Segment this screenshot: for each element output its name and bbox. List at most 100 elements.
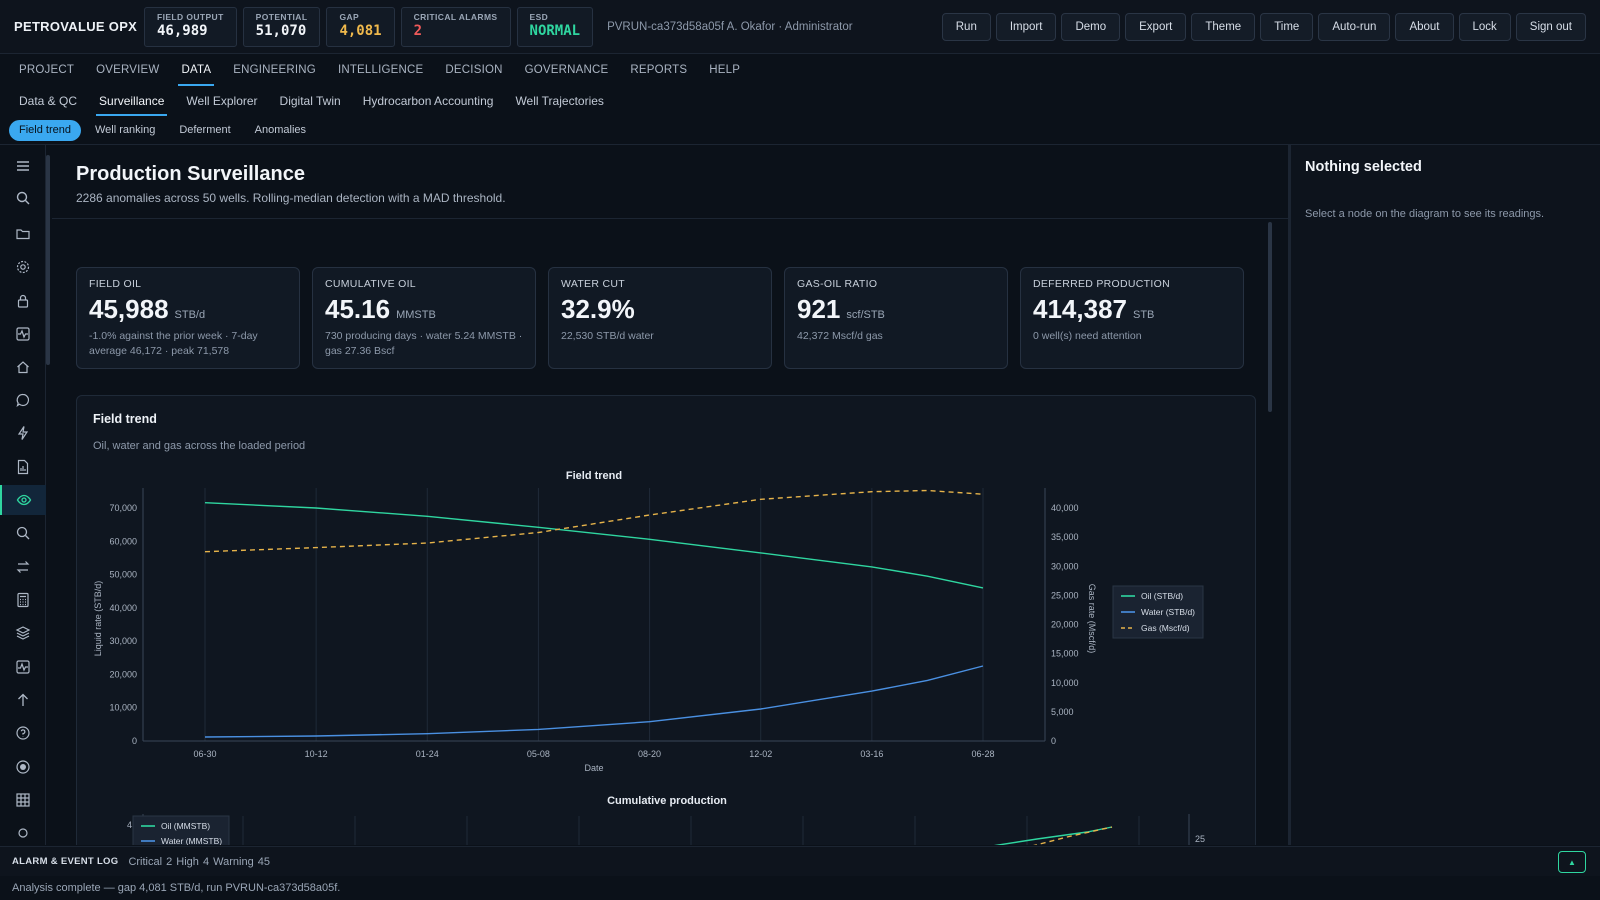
sidebar-folder-icon[interactable] [0, 219, 46, 249]
calculator-icon [17, 592, 29, 608]
kpi-value: 414,387 [1033, 294, 1127, 324]
tab-digital-twin[interactable]: Digital Twin [279, 94, 341, 108]
tab-project[interactable]: PROJECT [19, 64, 75, 76]
kpi-card-field-oil[interactable]: FIELD OIL 45,988 STB/d -1.0% against the pr… [76, 267, 300, 370]
tab-reports[interactable]: REPORTS [630, 64, 688, 76]
kpi-value: 45,988 [89, 294, 169, 324]
sidebar-help-icon[interactable] [0, 718, 46, 748]
header-kpi-esd: ESD NORMAL [516, 6, 594, 47]
content-scrollbar[interactable] [1268, 222, 1272, 412]
sidebar-gear-icon[interactable] [0, 252, 46, 282]
tab-overview[interactable]: OVERVIEW [96, 64, 160, 76]
kpi-card-deferred-production[interactable]: DEFERRED PRODUCTION 414,387 STB 0 well(s) n… [1020, 267, 1244, 370]
pill-field-trend[interactable]: Field trend [9, 120, 81, 141]
tab-intelligence[interactable]: INTELLIGENCE [337, 64, 424, 76]
sidebar-menu-icon[interactable] [0, 151, 46, 181]
kpi-value: 45.16 [325, 294, 391, 324]
y2-tick-label: 35,000 [1051, 532, 1079, 542]
time-button[interactable]: Time [1260, 13, 1314, 41]
theme-button[interactable]: Theme [1191, 13, 1256, 41]
x-axis-label: Date [584, 763, 603, 773]
x-tick-label: 01-24 [416, 749, 439, 759]
page-subtitle: 2286 anomalies across 50 wells. Rolling-… [76, 191, 506, 205]
sidebar-arrow-up-icon[interactable] [0, 685, 46, 715]
y-tick-label: 40,000 [109, 603, 137, 613]
header-kpi-value: 2 [413, 22, 423, 39]
sidebar-home-icon[interactable] [0, 352, 46, 382]
y2-tick-label: 5,000 [1051, 707, 1074, 717]
pill-nav: Field trend Well ranking Deferment Anomalie… [0, 117, 1600, 145]
right-panel: Nothing selected Select a node on the di… [1288, 145, 1600, 845]
sidebar-calculator-icon[interactable] [0, 585, 46, 615]
kpi-note: 42,372 Mscf/d gas [797, 330, 883, 342]
tab-surveillance[interactable]: Surveillance [88, 86, 175, 116]
sidebar-grid-icon[interactable] [0, 785, 46, 815]
brand-logo: PETROVALUE OPX [14, 19, 138, 34]
kpi-note: 0 well(s) need attention [1033, 330, 1142, 342]
auto-run-button[interactable]: Auto-run [1318, 13, 1391, 41]
kpi-value-row: 921 scf/STB [797, 294, 995, 325]
legend-entry: Water (MMSTB) [161, 836, 222, 845]
about-button[interactable]: About [1395, 13, 1454, 41]
top-bar: PETROVALUE OPX FIELD OUTPUT 46,989 POTENTI… [0, 0, 1600, 54]
demo-button[interactable]: Demo [1061, 13, 1121, 41]
sidebar-swap-icon[interactable] [0, 552, 46, 582]
header-kpi-value: 4,081 [339, 22, 382, 39]
run-button[interactable]: Run [941, 13, 991, 41]
x-tick-label: 06-28 [971, 749, 994, 759]
tab-well-trajectories[interactable]: Well Trajectories [515, 94, 604, 108]
pill-anomalies[interactable]: Anomalies [254, 124, 307, 136]
tab-engineering[interactable]: ENGINEERING [233, 64, 316, 76]
sidebar-report-icon[interactable] [0, 452, 46, 482]
home-icon [17, 361, 29, 374]
y2-tick-label: 15,000 [1051, 649, 1079, 659]
sidebar-chat-icon[interactable] [0, 385, 46, 415]
sidebar-scrollbar[interactable] [46, 155, 50, 365]
folder-icon [16, 229, 30, 240]
sidebar-search-icon[interactable] [0, 183, 46, 213]
chart-legend: Oil (STB/d) Water (STB/d) Gas (Mscf/d) [1112, 585, 1204, 639]
page-title: Production Surveillance [76, 163, 305, 185]
pill-well-ranking[interactable]: Well ranking [94, 124, 156, 136]
chart-title: Field trend [566, 470, 622, 482]
sidebar-activity-icon[interactable] [0, 652, 46, 682]
kpi-card-cumulative-oil[interactable]: CUMULATIVE OIL 45.16 MMSTB 730 producing da… [312, 267, 536, 370]
sign-out-button[interactable]: Sign out [1515, 13, 1586, 41]
selection-title: Nothing selected [1305, 159, 1422, 175]
series-line-oil-mmstb [993, 826, 1113, 845]
kpi-value: 32.9% [561, 294, 635, 324]
tab-data[interactable]: DATA [170, 54, 222, 86]
sidebar-target-icon[interactable] [0, 752, 46, 782]
sidebar-magnifier-icon[interactable] [0, 518, 46, 548]
tab-help[interactable]: HELP [709, 64, 741, 76]
alarm-log-toggle-button[interactable]: ▲ [1558, 851, 1586, 873]
pill-deferment[interactable]: Deferment [179, 124, 231, 136]
sidebar-pulse-icon[interactable] [0, 319, 46, 349]
lock-button[interactable]: Lock [1458, 13, 1511, 41]
tab-data-and-qc[interactable]: Data & QC [19, 94, 78, 108]
y-tick-label: 0 [132, 736, 137, 746]
tab-decision[interactable]: DECISION [445, 64, 503, 76]
kpi-card-water-cut[interactable]: WATER CUT 32.9% 22,530 STB/d water [548, 267, 772, 370]
alarm-event-log[interactable]: ALARM & EVENT LOG Critical 2 High 4 Warn… [0, 846, 1600, 876]
sidebar-layers-icon[interactable] [0, 618, 46, 648]
y2-axis-label: Gas rate (Mscf/d) [1087, 584, 1097, 654]
sidebar-eye-icon[interactable] [0, 485, 46, 515]
kpi-cards: FIELD OIL 45,988 STB/d -1.0% against the pr… [76, 267, 1244, 370]
kpi-note: 22,530 STB/d water [561, 330, 654, 342]
tab-governance[interactable]: GOVERNANCE [524, 64, 609, 76]
kpi-card-gas-oil-ratio[interactable]: GAS-OIL RATIO 921 scf/STB 42,372 Mscf/d gas [784, 267, 1008, 370]
tab-well-explorer[interactable]: Well Explorer [186, 94, 258, 108]
sidebar-more-icon[interactable] [0, 818, 46, 848]
import-button[interactable]: Import [995, 13, 1057, 41]
field-trend-chart: Field trend 06-30 10-12 01-24 05-08 08-20 12-0… [93, 470, 1205, 845]
export-button[interactable]: Export [1125, 13, 1187, 41]
layers-icon [15, 626, 31, 640]
sidebar-lock-icon[interactable] [0, 286, 46, 316]
tab-hydrocarbon-accounting[interactable]: Hydrocarbon Accounting [362, 94, 494, 108]
magnifier-icon [16, 526, 30, 540]
alarm-log-title: ALARM & EVENT LOG [12, 856, 119, 867]
sidebar-bolt-icon[interactable] [0, 418, 46, 448]
grid-icon [16, 793, 30, 807]
run-meta: PVRUN-ca373d58a05f A. Okafor · Administr… [607, 20, 853, 33]
